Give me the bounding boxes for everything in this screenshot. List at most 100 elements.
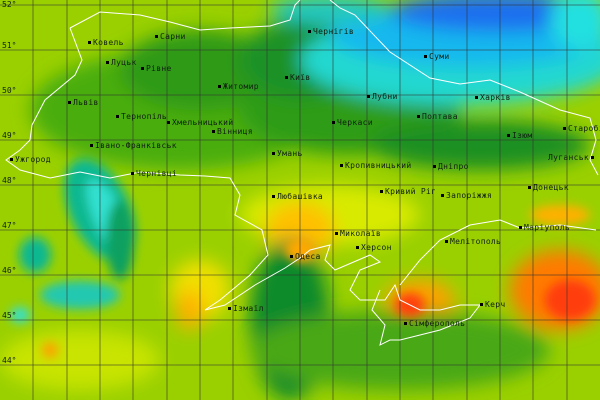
- city-dot-icon: [332, 121, 335, 124]
- city-marker: Дніпро: [433, 162, 469, 171]
- city-label: Мелітополь: [450, 237, 502, 246]
- city-label: Кривий Ріг: [385, 187, 437, 196]
- city-label: Луцьк: [111, 58, 137, 67]
- city-dot-icon: [141, 67, 144, 70]
- city-label: Умань: [277, 149, 303, 158]
- city-dot-icon: [380, 190, 383, 193]
- city-label: Донецьк: [533, 183, 569, 192]
- city-label: Черкаси: [337, 118, 373, 127]
- city-label: Сарни: [160, 32, 186, 41]
- city-dot-icon: [356, 246, 359, 249]
- city-marker: Лубни: [367, 92, 398, 101]
- city-marker: Мелітополь: [445, 237, 501, 246]
- city-label: Старобільськ: [568, 124, 600, 133]
- city-label: Запоріжжя: [446, 191, 493, 200]
- city-marker: Керч: [480, 300, 505, 309]
- city-dot-icon: [155, 35, 158, 38]
- city-label: Ковель: [93, 38, 124, 47]
- city-marker: Житомир: [218, 82, 259, 91]
- latitude-label: 46°: [2, 266, 17, 275]
- city-dot-icon: [285, 76, 288, 79]
- city-label: Івано-Франківськ: [95, 141, 177, 150]
- city-marker: Любашівка: [272, 192, 323, 201]
- city-marker: Сімферополь: [404, 319, 465, 328]
- city-dot-icon: [290, 255, 293, 258]
- city-dot-icon: [528, 186, 531, 189]
- city-dot-icon: [90, 144, 93, 147]
- city-label: Луганськ: [548, 153, 589, 162]
- latitude-label: 50°: [2, 86, 17, 95]
- city-label: Миколаїв: [340, 229, 381, 238]
- city-marker: Одеса: [290, 252, 321, 261]
- city-dot-icon: [480, 303, 483, 306]
- city-dot-icon: [218, 85, 221, 88]
- city-marker: Миколаїв: [335, 229, 381, 238]
- city-label: Вінниця: [217, 127, 253, 136]
- latitude-label: 44°: [2, 356, 17, 365]
- city-dot-icon: [404, 322, 407, 325]
- city-marker: Кривий Ріг: [380, 187, 436, 196]
- city-label: Житомир: [223, 82, 259, 91]
- city-marker: Полтава: [417, 112, 458, 121]
- city-marker: Київ: [285, 73, 310, 82]
- city-label: Сімферополь: [409, 319, 466, 328]
- city-dot-icon: [131, 172, 134, 175]
- city-marker: Сарни: [155, 32, 186, 41]
- city-dot-icon: [340, 164, 343, 167]
- city-marker: Маріуполь: [519, 223, 570, 232]
- city-marker: Старобільськ: [563, 124, 600, 133]
- city-marker: Чернівці: [131, 169, 177, 178]
- city-dot-icon: [228, 307, 231, 310]
- city-label: Тернопіль: [121, 112, 168, 121]
- city-marker: Рівне: [141, 64, 172, 73]
- city-label: Рівне: [146, 64, 172, 73]
- city-dot-icon: [272, 195, 275, 198]
- city-label: Керч: [485, 300, 506, 309]
- city-label: Маріуполь: [524, 223, 571, 232]
- city-dot-icon: [116, 115, 119, 118]
- city-marker: Львів: [68, 98, 99, 107]
- city-label: Одеса: [295, 252, 321, 261]
- city-dot-icon: [68, 101, 71, 104]
- city-marker: Кропивницький: [340, 161, 412, 170]
- city-dot-icon: [167, 121, 170, 124]
- city-label: Львів: [73, 98, 99, 107]
- city-marker: Черкаси: [332, 118, 373, 127]
- city-dot-icon: [441, 194, 444, 197]
- city-marker: Хмельницький: [167, 118, 233, 127]
- city-label: Дніпро: [438, 162, 469, 171]
- city-marker: Суми: [424, 52, 449, 61]
- city-dot-icon: [563, 127, 566, 130]
- city-label: Любашівка: [277, 192, 324, 201]
- city-dot-icon: [433, 165, 436, 168]
- city-label: Чернігів: [313, 27, 354, 36]
- city-label: Ізмаїл: [233, 304, 264, 313]
- city-label: Суми: [429, 52, 450, 61]
- city-dot-icon: [424, 55, 427, 58]
- city-marker: Харків: [475, 93, 511, 102]
- latitude-label: 45°: [2, 311, 17, 320]
- latitude-label: 47°: [2, 221, 17, 230]
- city-dot-icon: [507, 134, 510, 137]
- latitude-label: 48°: [2, 176, 17, 185]
- city-marker: Івано-Франківськ: [90, 141, 177, 150]
- city-dot-icon: [475, 96, 478, 99]
- city-marker: Луганськ: [548, 153, 596, 162]
- city-marker: Ізюм: [507, 131, 532, 140]
- city-label: Лубни: [372, 92, 398, 101]
- city-label: Київ: [290, 73, 311, 82]
- city-label: Ізюм: [512, 131, 533, 140]
- city-dot-icon: [272, 152, 275, 155]
- city-dot-icon: [212, 130, 215, 133]
- city-marker: Ковель: [88, 38, 124, 47]
- latitude-label: 51°: [2, 41, 17, 50]
- city-marker: Тернопіль: [116, 112, 167, 121]
- city-marker: Умань: [272, 149, 303, 158]
- city-label: Харків: [480, 93, 511, 102]
- city-dot-icon: [335, 232, 338, 235]
- city-dot-icon: [88, 41, 91, 44]
- city-dot-icon: [10, 158, 13, 161]
- city-dot-icon: [308, 30, 311, 33]
- city-dot-icon: [417, 115, 420, 118]
